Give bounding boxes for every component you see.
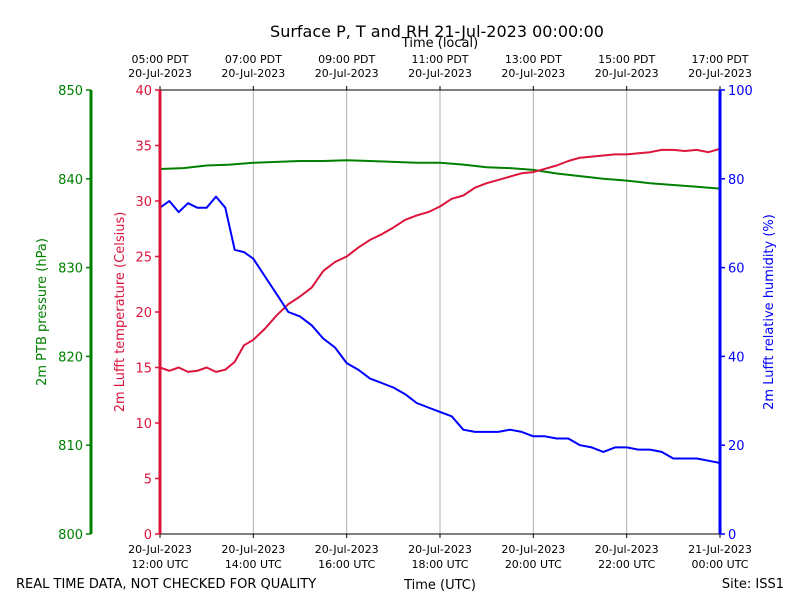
x-tick-label-utc: 20:00 UTC xyxy=(505,558,562,571)
humidity-axis-tick-label: 0 xyxy=(728,528,736,543)
x-tick-label-local: 11:00 PDT xyxy=(411,53,468,66)
humidity-axis-label: 2m Lufft relative humidity (%) xyxy=(762,214,777,410)
pressure-axis-tick-label: 800 xyxy=(58,528,83,543)
humidity-axis-tick-label: 40 xyxy=(728,350,745,365)
bottom-axis-label: Time (UTC) xyxy=(403,578,476,593)
pressure-axis-tick-label: 840 xyxy=(58,173,83,188)
x-tick-label-local: 20-Jul-2023 xyxy=(128,67,192,80)
x-tick-label-utc: 22:00 UTC xyxy=(598,558,655,571)
x-tick-label-local: 15:00 PDT xyxy=(598,53,655,66)
temperature-axis-label: 2m Lufft temperature (Celsius) xyxy=(113,212,128,413)
temperature-axis-tick-label: 0 xyxy=(144,528,152,543)
x-tick-label-utc: 12:00 UTC xyxy=(131,558,188,571)
chart-title: Surface P, T and RH 21-Jul-2023 00:00:00 xyxy=(270,22,604,41)
x-tick-label-utc: 20-Jul-2023 xyxy=(221,543,285,556)
temperature-axis-tick-label: 40 xyxy=(135,84,152,99)
x-tick-label-local: 07:00 PDT xyxy=(225,53,282,66)
temperature-series-line xyxy=(159,147,721,373)
x-tick-label-local: 20-Jul-2023 xyxy=(501,67,565,80)
temperature-axis-tick-label: 30 xyxy=(135,195,152,210)
x-tick-label-utc: 20-Jul-2023 xyxy=(128,543,192,556)
x-tick-label-local: 13:00 PDT xyxy=(505,53,562,66)
x-tick-label-utc: 21-Jul-2023 xyxy=(688,543,752,556)
pressure-axis-tick-label: 830 xyxy=(58,262,83,277)
x-tick-label-local: 20-Jul-2023 xyxy=(595,67,659,80)
top-axis-label: Time (local) xyxy=(401,36,478,51)
x-tick-label-local: 05:00 PDT xyxy=(131,53,188,66)
temperature-axis-tick-label: 25 xyxy=(135,251,152,266)
x-tick-label-utc: 20-Jul-2023 xyxy=(595,543,659,556)
x-tick-label-utc: 20-Jul-2023 xyxy=(501,543,565,556)
grid-lines xyxy=(252,90,628,534)
x-tick-label-local: 20-Jul-2023 xyxy=(315,67,379,80)
x-tick-label-utc: 18:00 UTC xyxy=(411,558,468,571)
temperature-axis-tick-label: 35 xyxy=(135,140,152,155)
temperature-axis-tick-label: 10 xyxy=(135,417,152,432)
pressure-axis-label: 2m PTB pressure (hPa) xyxy=(35,238,50,386)
humidity-series-line xyxy=(159,195,721,464)
x-tick-label-local: 09:00 PDT xyxy=(318,53,375,66)
x-tick-label-utc: 14:00 UTC xyxy=(225,558,282,571)
x-tick-label-utc: 20-Jul-2023 xyxy=(315,543,379,556)
temperature-axis-tick-label: 15 xyxy=(135,362,152,377)
x-tick-label-utc: 00:00 UTC xyxy=(691,558,748,571)
humidity-axis-tick-label: 100 xyxy=(728,84,753,99)
x-tick-label-local: 20-Jul-2023 xyxy=(688,67,752,80)
x-tick-label-local: 17:00 PDT xyxy=(691,53,748,66)
x-tick-label-utc: 16:00 UTC xyxy=(318,558,375,571)
x-tick-label-utc: 20-Jul-2023 xyxy=(408,543,472,556)
humidity-axis-tick-label: 80 xyxy=(728,173,745,188)
series-layer xyxy=(159,147,721,464)
x-tick-label-local: 20-Jul-2023 xyxy=(221,67,285,80)
temperature-axis-tick-label: 20 xyxy=(135,306,152,321)
humidity-axis-tick-label: 20 xyxy=(728,439,745,454)
pressure-axis-tick-label: 850 xyxy=(58,84,83,99)
quality-disclaimer: REAL TIME DATA, NOT CHECKED FOR QUALITY xyxy=(16,577,316,592)
humidity-axis-tick-label: 60 xyxy=(728,262,745,277)
site-label: Site: ISS1 xyxy=(722,577,784,592)
pressure-series-line xyxy=(159,159,721,190)
x-tick-label-local: 20-Jul-2023 xyxy=(408,67,472,80)
temperature-axis-tick-label: 5 xyxy=(144,473,152,488)
pressure-axis-tick-label: 810 xyxy=(58,439,83,454)
pressure-axis-tick-label: 820 xyxy=(58,350,83,365)
